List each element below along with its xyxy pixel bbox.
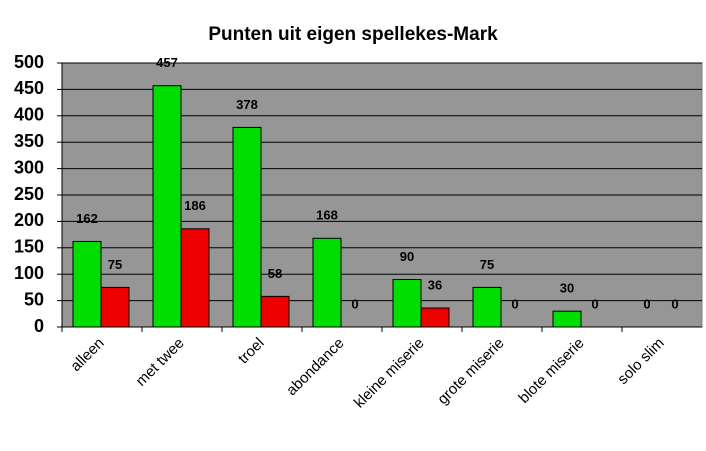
value-label: 0 [643, 296, 650, 311]
value-label: 30 [560, 281, 574, 296]
value-label: 162 [76, 211, 98, 226]
value-label: 186 [184, 198, 206, 213]
x-tick-label: solo slim [614, 335, 667, 388]
value-label: 36 [428, 277, 442, 292]
value-label: 378 [236, 97, 258, 112]
value-label: 0 [351, 296, 358, 311]
value-label: 0 [511, 296, 518, 311]
value-label: 90 [400, 249, 414, 264]
x-tick-label: met twee [133, 335, 188, 390]
y-tick-label: 450 [14, 78, 44, 98]
value-label: 168 [316, 208, 338, 223]
bar [180, 228, 210, 328]
bar [392, 278, 422, 328]
x-tick-label: grote miserie [434, 335, 507, 408]
x-tick-label: alleen [67, 335, 107, 375]
y-tick-label: 200 [14, 210, 44, 230]
bar [232, 126, 262, 328]
bar [100, 286, 130, 328]
value-label: 58 [268, 266, 282, 281]
y-tick-label: 150 [14, 237, 44, 257]
bar [472, 286, 502, 328]
y-tick-label: 500 [14, 52, 44, 72]
bar [260, 295, 290, 328]
y-tick-label: 0 [34, 316, 44, 336]
value-label: 0 [671, 296, 678, 311]
x-tick-label: abondance [283, 335, 348, 400]
bar [420, 307, 450, 328]
x-tick-label: troel [235, 335, 268, 368]
y-tick-label: 100 [14, 263, 44, 283]
y-tick-label: 350 [14, 131, 44, 151]
value-label: 0 [591, 296, 598, 311]
y-tick-label: 50 [24, 289, 44, 309]
chart-title: Punten uit eigen spellekes-Mark [208, 24, 498, 45]
value-label: 457 [156, 55, 178, 70]
y-tick-label: 300 [14, 157, 44, 177]
bar [72, 240, 102, 328]
bar [152, 85, 182, 328]
bar [552, 310, 582, 328]
y-tick-label: 400 [14, 105, 44, 125]
y-tick-label: 250 [14, 184, 44, 204]
bar [312, 237, 342, 328]
value-label: 75 [108, 257, 122, 272]
value-label: 75 [480, 257, 494, 272]
x-tick-label: blote miserie [515, 335, 587, 407]
x-tick-label: kleine miserie [351, 335, 428, 412]
